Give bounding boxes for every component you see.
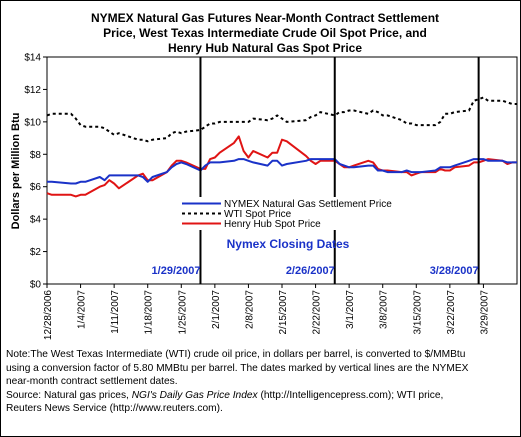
x-tick-label: 3/8/2007 — [379, 290, 390, 329]
x-tick-label: 3/29/2007 — [479, 290, 490, 335]
note-source-line: Source: Natural gas prices, NGI's Daily … — [6, 389, 514, 403]
x-tick-label: 12/28/2006 — [43, 290, 54, 340]
closing-date-label: 1/29/2007 — [152, 265, 201, 277]
y-tick-label: $10 — [24, 117, 41, 128]
series-layer — [46, 96, 517, 198]
y-tick-label: $4 — [30, 215, 42, 226]
note-source-suffix: (http://Intelligencepress.com); WTI pric… — [257, 389, 444, 401]
y-tick-label: $14 — [24, 53, 41, 64]
chart-note: Note:The West Texas Intermediate (WTI) c… — [6, 348, 514, 416]
x-tick-label: 2/1/2007 — [211, 290, 222, 329]
chart-title-line-1: NYMEX Natural Gas Futures Near-Month Con… — [91, 11, 439, 25]
y-axis: $0 $2 $4 $6 $8 $10 $12 $14 — [24, 53, 47, 291]
closing-dates-annotation: Nymex Closing Dates — [227, 237, 350, 251]
x-axis: 12/28/2006 1/4/2007 1/11/2007 1/18/2007 1/25… — [43, 284, 490, 340]
note-line-5: Reuters News Service (http://www.reuters… — [6, 403, 223, 415]
note-line-3: near-month contract settlement dates. — [6, 376, 178, 388]
note-source-italic: NGI's Daily Gas Price Index — [131, 389, 258, 401]
x-tick-label: 1/18/2007 — [144, 290, 155, 335]
y-tick-label: $0 — [30, 280, 42, 291]
x-tick-label: 1/25/2007 — [177, 290, 188, 335]
note-source-prefix: Source: Natural gas prices, — [6, 389, 132, 401]
legend-label-nymex: NYMEX Natural Gas Settlement Price — [224, 199, 392, 210]
chart-title: NYMEX Natural Gas Futures Near-Month Con… — [91, 11, 439, 55]
x-tick-label: 2/8/2007 — [244, 290, 255, 329]
chart-title-line-3: Henry Hub Natural Gas Spot Price — [168, 41, 362, 55]
y-tick-label: $8 — [30, 150, 42, 161]
legend: NYMEX Natural Gas Settlement Price WTI S… — [178, 197, 400, 230]
closing-date-label: 2/26/2007 — [286, 265, 335, 277]
legend-label-henry-hub: Henry Hub Spot Price — [224, 219, 321, 230]
closing-date-labels: 1/29/2007 2/26/2007 3/28/2007 — [152, 265, 479, 277]
y-axis-label: Dollars per Million Btu — [10, 113, 22, 230]
x-tick-label: 3/1/2007 — [345, 290, 356, 329]
x-tick-label: 2/22/2007 — [312, 290, 323, 335]
series-line-nymex — [47, 158, 517, 185]
note-line-1: Note:The West Texas Intermediate (WTI) c… — [6, 349, 466, 360]
y-tick-label: $6 — [30, 182, 42, 193]
closing-date-label: 3/28/2007 — [430, 265, 479, 277]
x-tick-label: 3/22/2007 — [446, 290, 457, 335]
legend-label-wti: WTI Spot Price — [224, 209, 292, 220]
x-tick-label: 1/11/2007 — [110, 290, 121, 334]
x-tick-label: 3/15/2007 — [412, 290, 423, 335]
chart-title-line-2: Price, West Texas Intermediate Crude Oil… — [103, 26, 427, 40]
y-tick-label: $12 — [24, 85, 41, 96]
x-tick-label: 2/15/2007 — [278, 290, 289, 335]
y-tick-label: $2 — [30, 247, 42, 258]
x-tick-label: 1/4/2007 — [77, 290, 88, 329]
closing-date-lines — [199, 57, 480, 284]
note-line-2: using a conversion factor of 5.80 MMBtu … — [6, 362, 469, 374]
